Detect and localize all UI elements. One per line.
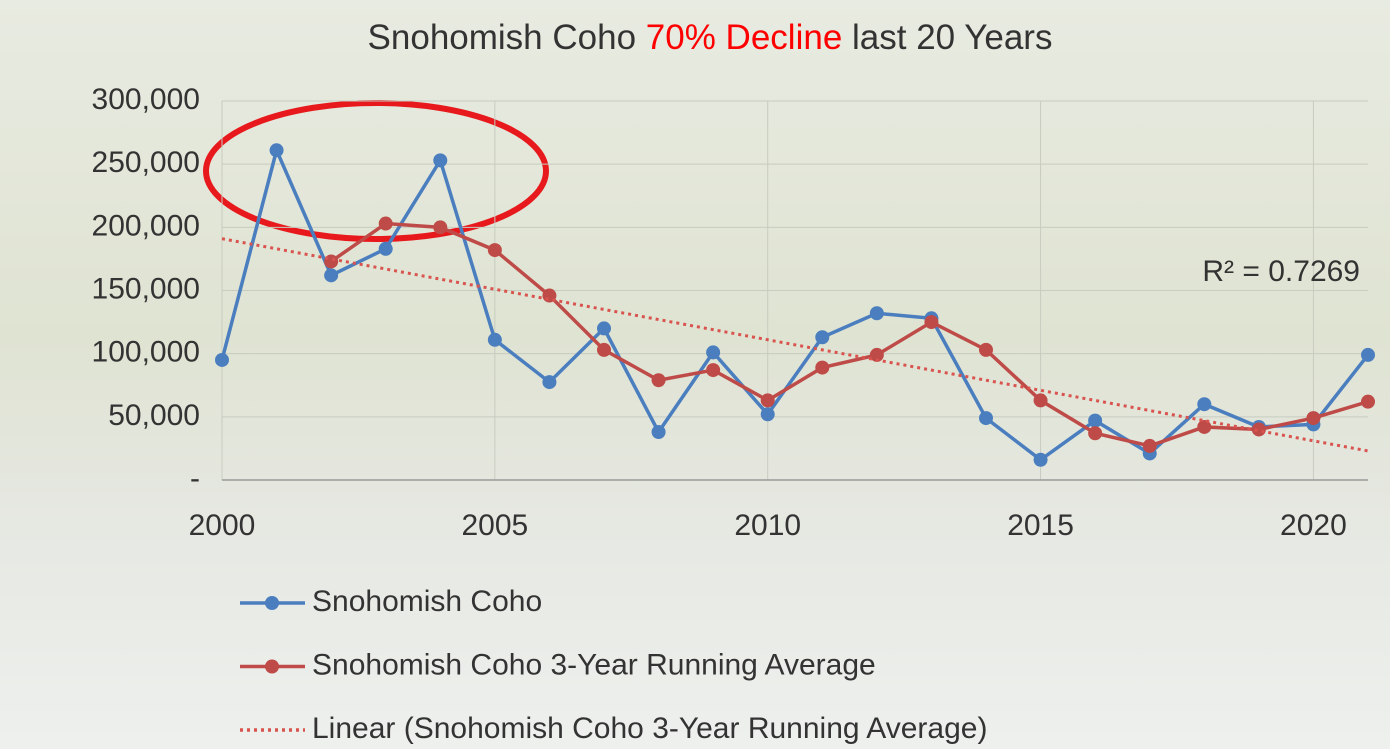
title-highlight: 70% Decline [646,18,843,57]
highlight-ellipse [203,100,549,242]
data-point [1088,413,1103,428]
data-point [1251,422,1266,437]
data-point [378,216,393,231]
x-tick-label: 2015 [1007,509,1074,542]
legend-label: Snohomish Coho [312,585,542,618]
data-point [1197,397,1212,412]
x-tick-label: 2000 [189,509,256,542]
annotation: R² = 0.7269 [1202,255,1360,288]
data-point [1142,438,1157,453]
data-point [651,424,666,439]
data-point [487,332,502,347]
chart-title: Snohomish Coho 70% Decline last 20 Years [368,18,1053,57]
series [221,237,1369,453]
data-point [651,373,666,388]
y-tick-label: - [190,462,200,495]
y-tick-label: 100,000 [92,336,200,369]
data-point [1361,347,1375,362]
y-tick-label: 150,000 [92,272,200,305]
data-point [979,342,993,357]
y-tick-label: 250,000 [92,146,200,179]
data-point [924,315,939,330]
y-tick-label: 200,000 [92,209,200,242]
x-tick-label: 2005 [461,509,528,542]
title-part: last 20 Years [852,18,1052,57]
data-point [706,363,721,378]
series-line [221,237,1369,453]
data-point [869,347,884,362]
data-point [815,360,830,375]
data-point [760,407,775,422]
data-point [706,345,721,360]
series-line [330,221,1369,448]
data-point [1033,452,1048,467]
legend-label: Linear (Snohomish Coho 3-Year Running Av… [312,712,987,745]
y-tick-label: 300,000 [92,83,200,116]
data-point [1197,419,1212,434]
data-point [215,352,229,367]
data-point [869,306,884,321]
data-point [542,375,557,390]
title-part: Snohomish Coho [368,18,637,57]
data-point [597,342,611,357]
data-point [487,243,502,258]
data-point [433,220,448,235]
legend-marker [265,596,279,610]
data-point [1306,411,1321,426]
series-line [220,144,1370,462]
y-tick-label: 50,000 [108,399,200,432]
x-tick-label: 2010 [734,509,801,542]
legend-marker [265,659,279,674]
data-point [1088,426,1103,441]
series [324,216,1375,453]
data-point [1361,394,1375,409]
data-point [815,330,830,345]
legend-label: Snohomish Coho 3-Year Running Average [312,648,876,681]
data-point [597,321,611,336]
data-point [760,393,775,408]
data-point [979,411,993,426]
x-tick-label: 2020 [1280,509,1347,542]
data-point [1033,393,1048,408]
data-point [269,143,284,158]
data-point [378,241,393,256]
data-point [433,153,448,168]
data-point [324,268,339,283]
